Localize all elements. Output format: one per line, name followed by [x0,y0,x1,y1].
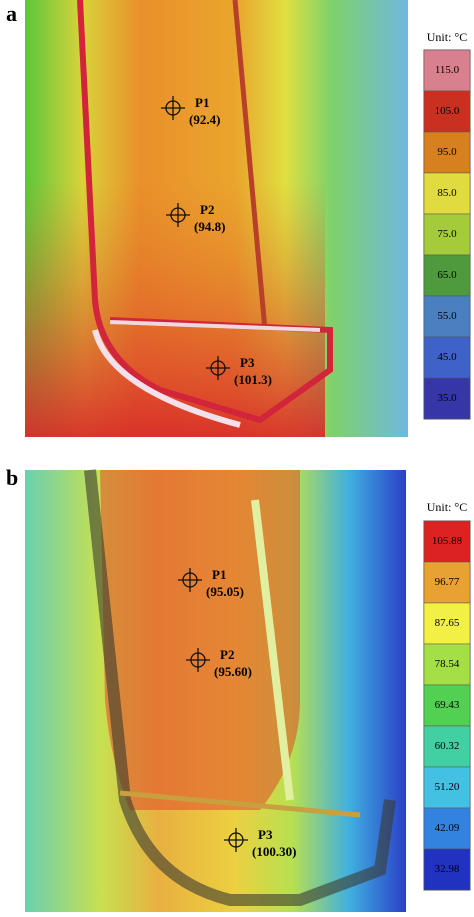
colorbar-swatch [423,377,471,420]
colorbar-label: 69.43 [435,699,460,711]
colorbar-label: 105.0 [435,105,460,117]
probe-name: P1 [212,567,226,582]
probe-name: P1 [195,95,209,110]
probe-name: P2 [220,647,234,662]
colorbar-swatch [423,725,471,768]
colorbar-label: 75.0 [437,228,457,240]
colorbar-swatch [423,684,471,727]
colorbar-label: 115.0 [435,64,460,76]
colorbar-swatch [423,172,471,215]
colorbar-label: 51.20 [435,781,460,793]
colorbar-label: 55.0 [437,310,457,322]
colorbar-swatch [423,848,471,891]
probe-value: (92.4) [189,112,220,127]
probe-name: P3 [240,355,255,370]
colorbar-label: 105.88 [432,535,463,547]
colorbar-swatch [423,336,471,379]
probe-value: (95.60) [214,664,252,679]
panel-label: a [6,1,17,26]
probe-name: P2 [200,202,214,217]
colorbar-label: 85.0 [437,187,457,199]
colorbar-label: 78.54 [435,658,460,670]
colorbar-swatch [423,213,471,256]
probe-cross [206,356,230,380]
probe-value: (100.30) [252,844,296,859]
colorbar-swatch [423,643,471,686]
probe-cross [166,203,190,227]
probe-name: P3 [258,827,273,842]
image-a [25,0,408,437]
probe-cross [161,96,185,120]
probe-cross [178,568,202,592]
unit-label: Unit: °C [427,500,467,514]
colorbar-swatch [423,49,471,92]
probe-cross [186,648,210,672]
colorbar-label: 45.0 [437,351,457,363]
unit-label: Unit: °C [427,30,467,44]
panel-label: b [6,465,18,490]
colorbar-swatch [423,131,471,174]
colorbar-label: 95.0 [437,146,457,158]
colorbar-label: 96.77 [435,576,460,588]
colorbar-label: 32.98 [435,863,460,875]
image-b [25,469,406,912]
colorbar-label: 87.65 [435,617,460,629]
colorbar-label: 42.09 [435,822,460,834]
probe-value: (95.05) [206,584,244,599]
probe-cross [224,828,248,852]
colorbar-swatch [423,520,471,563]
probe-value: (94.8) [194,219,225,234]
colorbar-swatch [423,602,471,645]
colorbar-label: 65.0 [437,269,457,281]
colorbar-label: 60.32 [435,740,460,752]
colorbar-swatch [423,807,471,850]
colorbar-swatch [423,295,471,338]
probe-value: (101.3) [234,372,272,387]
colorbar-swatch [423,561,471,604]
colorbar-swatch [423,254,471,297]
colorbar-label: 35.0 [437,392,457,404]
